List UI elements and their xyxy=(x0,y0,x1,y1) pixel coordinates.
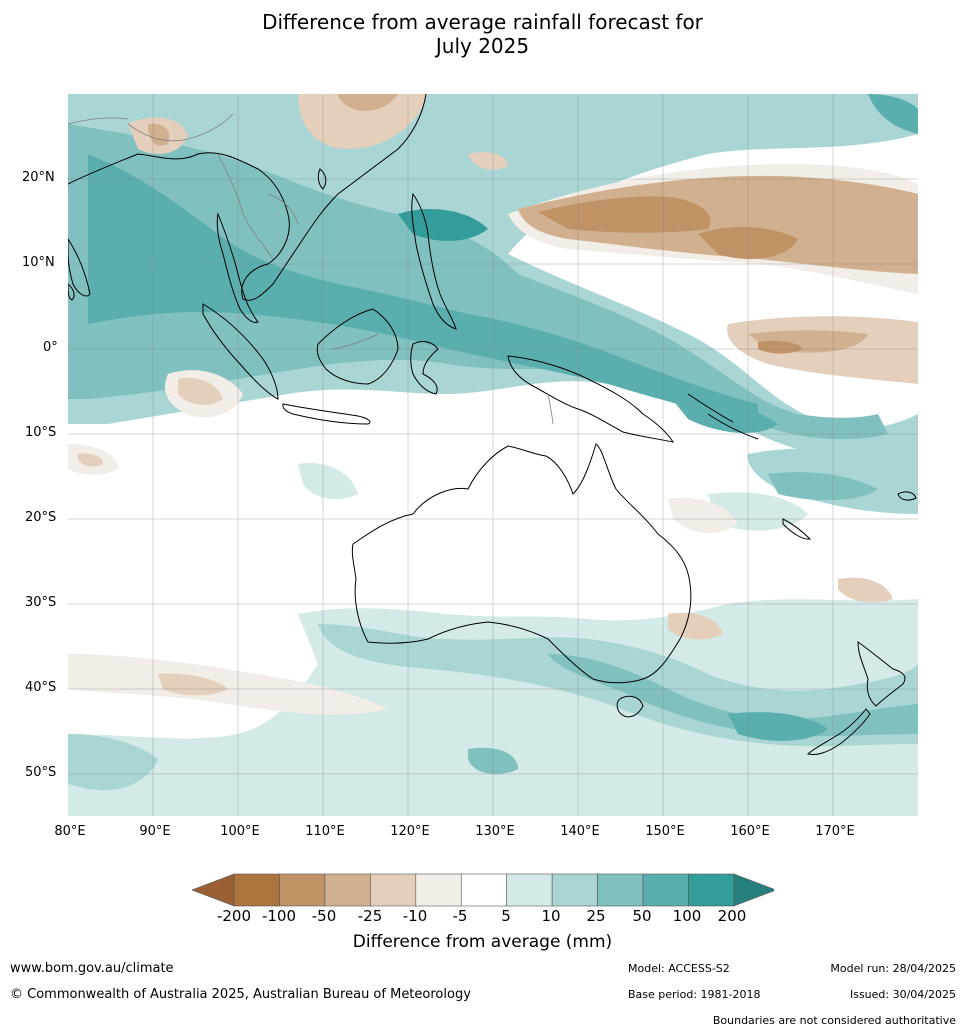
sumatra-outline xyxy=(202,303,279,400)
colorbar-cell xyxy=(506,873,553,907)
legend-label-25: 25 xyxy=(586,907,606,925)
lat-tick-20s: 20°S xyxy=(25,510,57,525)
nz-south-island-outline xyxy=(806,708,871,755)
mainland-asia-outline xyxy=(68,94,427,301)
colorbar-cell xyxy=(688,873,735,907)
solomon-islands-outline xyxy=(687,393,759,440)
java-outline xyxy=(282,403,371,425)
graticule xyxy=(68,94,918,816)
legend-label-50: 50 xyxy=(632,907,652,925)
rainfall-map xyxy=(68,94,918,816)
colorbar xyxy=(192,873,774,907)
colorbar-cell xyxy=(415,873,462,907)
legend-label-10: 10 xyxy=(541,907,561,925)
colorbar-cell xyxy=(279,873,326,907)
malay-peninsula-outline xyxy=(216,212,259,323)
borneo-outline xyxy=(316,308,399,385)
lat-tick-10s: 10°S xyxy=(25,425,57,440)
legend-label-minus50: -50 xyxy=(311,907,337,925)
legend-title: Difference from average (mm) xyxy=(352,932,613,952)
lon-tick-160e: 160°E xyxy=(730,824,770,839)
india-outline xyxy=(68,238,91,297)
lon-tick-140e: 140°E xyxy=(560,824,600,839)
lon-tick-170e: 170°E xyxy=(815,824,855,839)
legend-label-minus10: -10 xyxy=(402,907,428,925)
legend-label-minus5: -5 xyxy=(452,907,468,925)
footer-website[interactable]: www.bom.gov.au/climate xyxy=(10,961,174,976)
legend-label-minus200: -200 xyxy=(216,907,252,925)
map-title: Difference from average rainfall forecas… xyxy=(0,10,965,58)
colorbar-cell xyxy=(460,873,508,907)
lon-tick-130e: 130°E xyxy=(475,824,515,839)
legend-label-200: 200 xyxy=(717,907,747,925)
lat-tick-30s: 30°S xyxy=(25,595,57,610)
taiwan-outline xyxy=(317,168,327,190)
footer-model-run: Model run: 28/04/2025 xyxy=(830,962,956,975)
legend-label-minus25: -25 xyxy=(357,907,383,925)
colorbar-cell xyxy=(233,873,280,907)
colorbar-cell xyxy=(597,873,644,907)
footer-base-period: Base period: 1981-2018 xyxy=(628,988,761,1001)
dry-anomaly-north-east xyxy=(508,164,918,384)
new-guinea-outline xyxy=(507,355,675,443)
footer-disclaimer: Boundaries are not considered authoritat… xyxy=(712,1014,956,1027)
lat-tick-10n: 10°N xyxy=(22,255,55,270)
footer-issued: Issued: 30/04/2025 xyxy=(849,988,956,1001)
philippines-outline xyxy=(411,192,457,330)
title-line-1: Difference from average rainfall forecas… xyxy=(262,10,703,34)
lon-tick-80e: 80°E xyxy=(54,824,86,839)
nz-north-island-outline xyxy=(857,641,906,707)
australia-outline xyxy=(351,443,692,684)
sulawesi-outline xyxy=(410,341,439,395)
new-caledonia-outline xyxy=(782,518,812,540)
sri-lanka-outline xyxy=(68,283,75,301)
coastlines xyxy=(68,94,917,755)
lat-tick-20n: 20°N xyxy=(22,170,55,185)
map-canvas xyxy=(68,94,918,816)
dry-anomaly-south xyxy=(68,444,893,715)
colorbar-arrow-high xyxy=(733,873,774,907)
colorbar-cell xyxy=(642,873,689,907)
lat-tick-40s: 40°S xyxy=(25,680,57,695)
colorbar-cell xyxy=(370,873,417,907)
lon-tick-100e: 100°E xyxy=(220,824,260,839)
lon-tick-90e: 90°E xyxy=(139,824,171,839)
lat-tick-0: 0° xyxy=(43,340,58,355)
country-borders xyxy=(68,113,554,425)
title-line-2: July 2025 xyxy=(435,34,530,58)
dry-anomaly-asia xyxy=(128,94,508,418)
colorbar-cell xyxy=(551,873,598,907)
colorbar-arrow-low xyxy=(192,873,235,907)
colorbar-cell xyxy=(324,873,371,907)
lat-tick-50s: 50°S xyxy=(25,765,57,780)
footer-copyright: © Commonwealth of Australia 2025, Austra… xyxy=(10,987,471,1002)
footer-model: Model: ACCESS-S2 xyxy=(628,962,730,975)
fiji-outline xyxy=(897,491,917,501)
lon-tick-110e: 110°E xyxy=(305,824,345,839)
legend-label-minus100: -100 xyxy=(261,907,297,925)
lon-tick-120e: 120°E xyxy=(390,824,430,839)
lon-tick-150e: 150°E xyxy=(645,824,685,839)
tasmania-outline xyxy=(616,695,644,718)
legend-label-5: 5 xyxy=(501,907,511,925)
legend-label-100: 100 xyxy=(672,907,702,925)
